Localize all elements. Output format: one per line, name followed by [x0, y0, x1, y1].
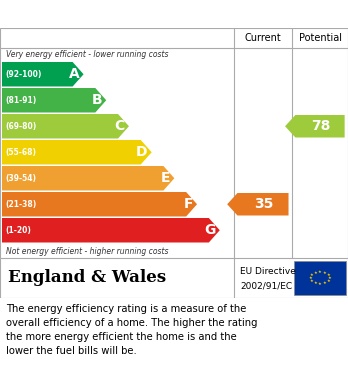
Text: B: B: [92, 93, 102, 107]
Text: Not energy efficient - higher running costs: Not energy efficient - higher running co…: [6, 246, 168, 255]
Polygon shape: [2, 192, 197, 217]
Polygon shape: [2, 88, 106, 113]
Text: (55-68): (55-68): [5, 148, 36, 157]
Polygon shape: [2, 62, 84, 86]
Polygon shape: [2, 218, 220, 242]
Text: A: A: [69, 67, 80, 81]
Text: ★: ★: [326, 273, 330, 277]
Text: 2002/91/EC: 2002/91/EC: [240, 282, 292, 291]
Text: ★: ★: [318, 270, 322, 274]
Text: The energy efficiency rating is a measure of the
overall efficiency of a home. T: The energy efficiency rating is a measur…: [6, 304, 258, 356]
Text: ★: ★: [323, 271, 327, 274]
Text: ★: ★: [318, 282, 322, 286]
Text: F: F: [183, 197, 193, 211]
Text: ★: ★: [309, 276, 313, 280]
Text: G: G: [204, 223, 216, 237]
Text: Potential: Potential: [299, 33, 341, 43]
Text: England & Wales: England & Wales: [8, 269, 166, 287]
Polygon shape: [2, 114, 129, 138]
Text: Very energy efficient - lower running costs: Very energy efficient - lower running co…: [6, 50, 168, 59]
Text: EU Directive: EU Directive: [240, 267, 296, 276]
Text: ★: ★: [323, 282, 327, 285]
Text: D: D: [136, 145, 148, 159]
Text: Energy Efficiency Rating: Energy Efficiency Rating: [8, 7, 218, 22]
Polygon shape: [2, 140, 152, 165]
Text: (21-38): (21-38): [5, 200, 36, 209]
Text: Current: Current: [245, 33, 282, 43]
Text: 35: 35: [255, 197, 274, 211]
Text: (92-100): (92-100): [5, 70, 41, 79]
Text: (69-80): (69-80): [5, 122, 36, 131]
Text: E: E: [161, 171, 170, 185]
Text: C: C: [115, 119, 125, 133]
Text: ★: ★: [310, 273, 314, 277]
Text: (81-91): (81-91): [5, 96, 36, 105]
Polygon shape: [227, 193, 288, 215]
Text: ★: ★: [313, 271, 317, 274]
Polygon shape: [285, 115, 345, 138]
Text: ★: ★: [326, 279, 330, 283]
Text: ★: ★: [328, 276, 331, 280]
Text: (39-54): (39-54): [5, 174, 36, 183]
Polygon shape: [2, 166, 174, 190]
Text: ★: ★: [310, 279, 314, 283]
Text: ★: ★: [313, 282, 317, 285]
Text: 78: 78: [311, 119, 331, 133]
Text: (1-20): (1-20): [5, 226, 31, 235]
Bar: [294, 261, 346, 295]
